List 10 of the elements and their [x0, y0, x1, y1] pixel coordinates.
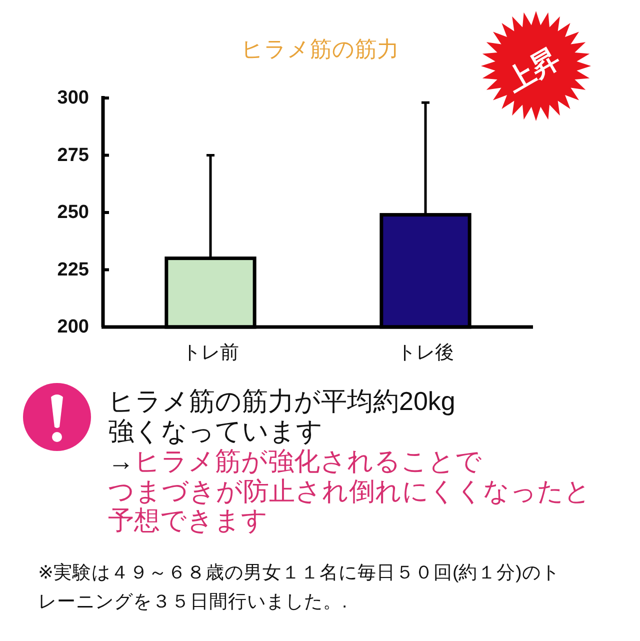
annotation: → [108, 446, 134, 476]
annotation: ※実験は４９～６８歳の男女１１名に毎日５０回(約１分)のト [38, 562, 560, 582]
annotation: 予想できます [108, 505, 268, 535]
title: ヒラメ筋の筋力 [241, 36, 399, 62]
annotation: 上昇 [501, 42, 565, 98]
annotation: ヒラメ筋の筋力が平均約20kg [108, 386, 456, 416]
annotation: つまづきが防止され倒れにくくなったと [108, 476, 591, 506]
annotation: レーニングを３５日間行いました。. [38, 590, 348, 612]
annotation: 強くなっています [108, 416, 323, 446]
annotation: ヒラメ筋が強化されることで [134, 446, 482, 476]
